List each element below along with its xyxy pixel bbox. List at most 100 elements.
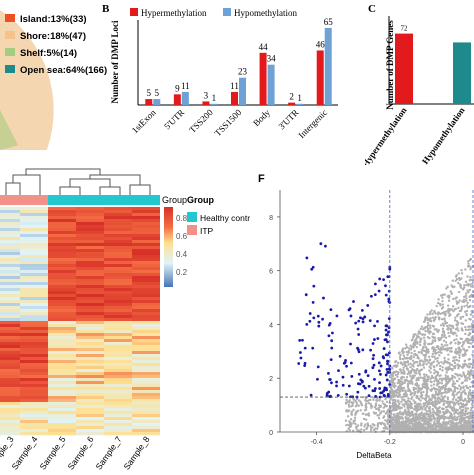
heatmap-cell [76, 411, 104, 415]
volcano-point [457, 306, 460, 310]
volcano-point [421, 383, 424, 387]
volcano-point [379, 412, 382, 415]
volcano-point-significant [386, 340, 389, 344]
volcano-point [445, 410, 449, 413]
volcano-point [419, 376, 423, 379]
volcano-point [420, 352, 423, 355]
volcano-point [464, 328, 468, 331]
volcano-point [411, 336, 415, 339]
volcano-point [448, 324, 451, 327]
heatmap-cell [104, 255, 132, 259]
volcano-point [421, 408, 424, 411]
volcano-point-significant [357, 319, 361, 323]
heatmap-cell [0, 279, 20, 283]
bar-b-hyper [259, 52, 267, 105]
volcano-point-significant [341, 375, 345, 379]
heatmap-cell [0, 387, 20, 391]
volcano-point [454, 332, 457, 335]
heatmap-cell [48, 336, 76, 340]
volcano-point [438, 377, 442, 381]
bar-c-y-axis-label: Number of DMP Genes [385, 20, 395, 110]
volcano-point [465, 412, 469, 415]
volcano-point-significant [378, 381, 381, 385]
heatmap-cell [20, 282, 48, 286]
volcano-point [451, 305, 455, 308]
volcano-point [412, 345, 415, 349]
heatmap-cell [48, 219, 76, 223]
volcano-point [446, 422, 449, 426]
heatmap-cell [132, 258, 160, 262]
heatmap-cell [20, 351, 48, 355]
volcano-point [385, 419, 389, 423]
volcano-point-significant [344, 359, 347, 362]
volcano-point [412, 353, 416, 356]
volcano-point [407, 397, 410, 400]
heatmap-colorbar: 0.8 0.6 0.4 0.2 [164, 207, 188, 287]
volcano-point [470, 381, 474, 384]
heatmap-cell [0, 276, 20, 280]
volcano-point [443, 344, 447, 347]
volcano-point [352, 398, 356, 402]
heatmap-cell [0, 345, 20, 349]
bar-b-category-label: 1stExon [130, 107, 158, 135]
volcano-point [394, 423, 398, 427]
heatmap-cell [132, 279, 160, 283]
volcano-point [462, 340, 465, 344]
volcano-point [442, 410, 445, 414]
volcano-point [409, 424, 412, 428]
volcano-point [397, 378, 400, 382]
volcano-point-significant [357, 333, 361, 336]
volcano-point [452, 396, 456, 399]
volcano-point [382, 416, 385, 419]
volcano-point [365, 406, 368, 409]
volcano-point-significant [384, 373, 388, 377]
volcano-point [355, 411, 358, 414]
volcano-point [442, 347, 446, 351]
volcano-point [456, 416, 459, 419]
volcano-point [467, 419, 470, 423]
volcano-point [408, 427, 411, 430]
volcano-point-significant [366, 374, 370, 378]
heatmap-cell [0, 411, 20, 415]
heatmap-cell [0, 237, 20, 241]
volcano-point [445, 391, 449, 394]
volcano-point [444, 341, 448, 344]
legend-swatch-hyper [130, 8, 138, 16]
heatmap-cell [48, 258, 76, 262]
volcano-point [446, 405, 449, 408]
heatmap-cell [0, 330, 20, 334]
heatmap-cell [76, 231, 104, 235]
heatmap-cell [20, 372, 48, 376]
heatmap-cell [0, 414, 20, 418]
volcano-point [449, 412, 453, 415]
volcano-point [458, 377, 461, 381]
volcano-point [394, 364, 397, 367]
volcano-point [399, 357, 402, 361]
volcano-point [384, 397, 387, 401]
heatmap-cell [48, 300, 76, 304]
volcano-point [470, 336, 474, 339]
volcano-point [438, 374, 441, 378]
heatmap-cell [48, 423, 76, 427]
volcano-point [393, 389, 397, 393]
volcano-point [438, 367, 442, 371]
heatmap-group-legend: Healthy controls ITP [187, 212, 250, 236]
volcano-point [412, 333, 415, 336]
volcano-point-significant [373, 324, 376, 328]
heatmap-cell [76, 345, 104, 349]
heatmap-cell [132, 252, 160, 256]
volcano-point [398, 393, 401, 396]
volcano-point [414, 382, 418, 386]
volcano-y-tick-label: 2 [269, 376, 273, 383]
volcano-point-significant [377, 289, 381, 293]
heatmap-cell [104, 228, 132, 232]
heatmap-cell [20, 399, 48, 403]
volcano-point [409, 355, 413, 359]
volcano-point [449, 290, 453, 293]
volcano-point [428, 324, 431, 327]
volcano-point [434, 375, 438, 378]
heatmap-cell [76, 420, 104, 424]
volcano-point [397, 351, 401, 355]
volcano-point [462, 373, 466, 376]
volcano-point [381, 421, 384, 425]
